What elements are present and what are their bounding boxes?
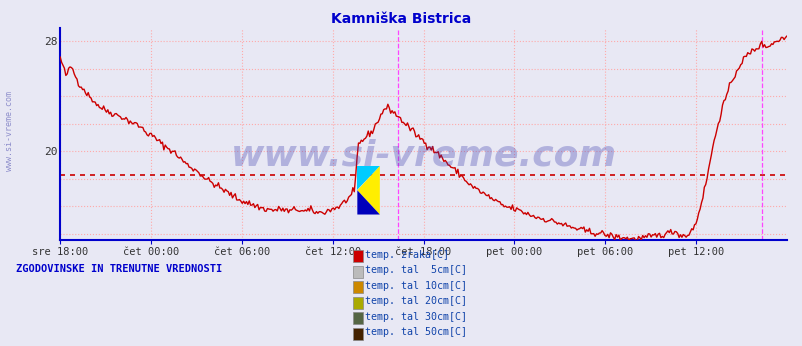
Text: www.si-vreme.com: www.si-vreme.com <box>230 138 616 172</box>
Text: www.si-vreme.com: www.si-vreme.com <box>5 91 14 172</box>
Text: ZGODOVINSKE IN TRENUTNE VREDNOSTI: ZGODOVINSKE IN TRENUTNE VREDNOSTI <box>16 264 222 274</box>
Polygon shape <box>357 166 379 190</box>
Bar <box>353 250 363 262</box>
Polygon shape <box>357 190 379 215</box>
Text: temp. tal 10cm[C]: temp. tal 10cm[C] <box>365 281 467 291</box>
Bar <box>353 328 363 340</box>
Text: temp. tal 30cm[C]: temp. tal 30cm[C] <box>365 312 467 322</box>
Bar <box>353 312 363 325</box>
Text: temp. tal 50cm[C]: temp. tal 50cm[C] <box>365 327 467 337</box>
Text: temp. tal 20cm[C]: temp. tal 20cm[C] <box>365 296 467 306</box>
Text: temp. zraka[C]: temp. zraka[C] <box>365 250 449 260</box>
Bar <box>353 297 363 309</box>
Text: temp. tal  5cm[C]: temp. tal 5cm[C] <box>365 265 467 275</box>
Bar <box>353 281 363 293</box>
Polygon shape <box>357 166 379 215</box>
Text: Kamniška Bistrica: Kamniška Bistrica <box>331 12 471 26</box>
Bar <box>353 266 363 278</box>
